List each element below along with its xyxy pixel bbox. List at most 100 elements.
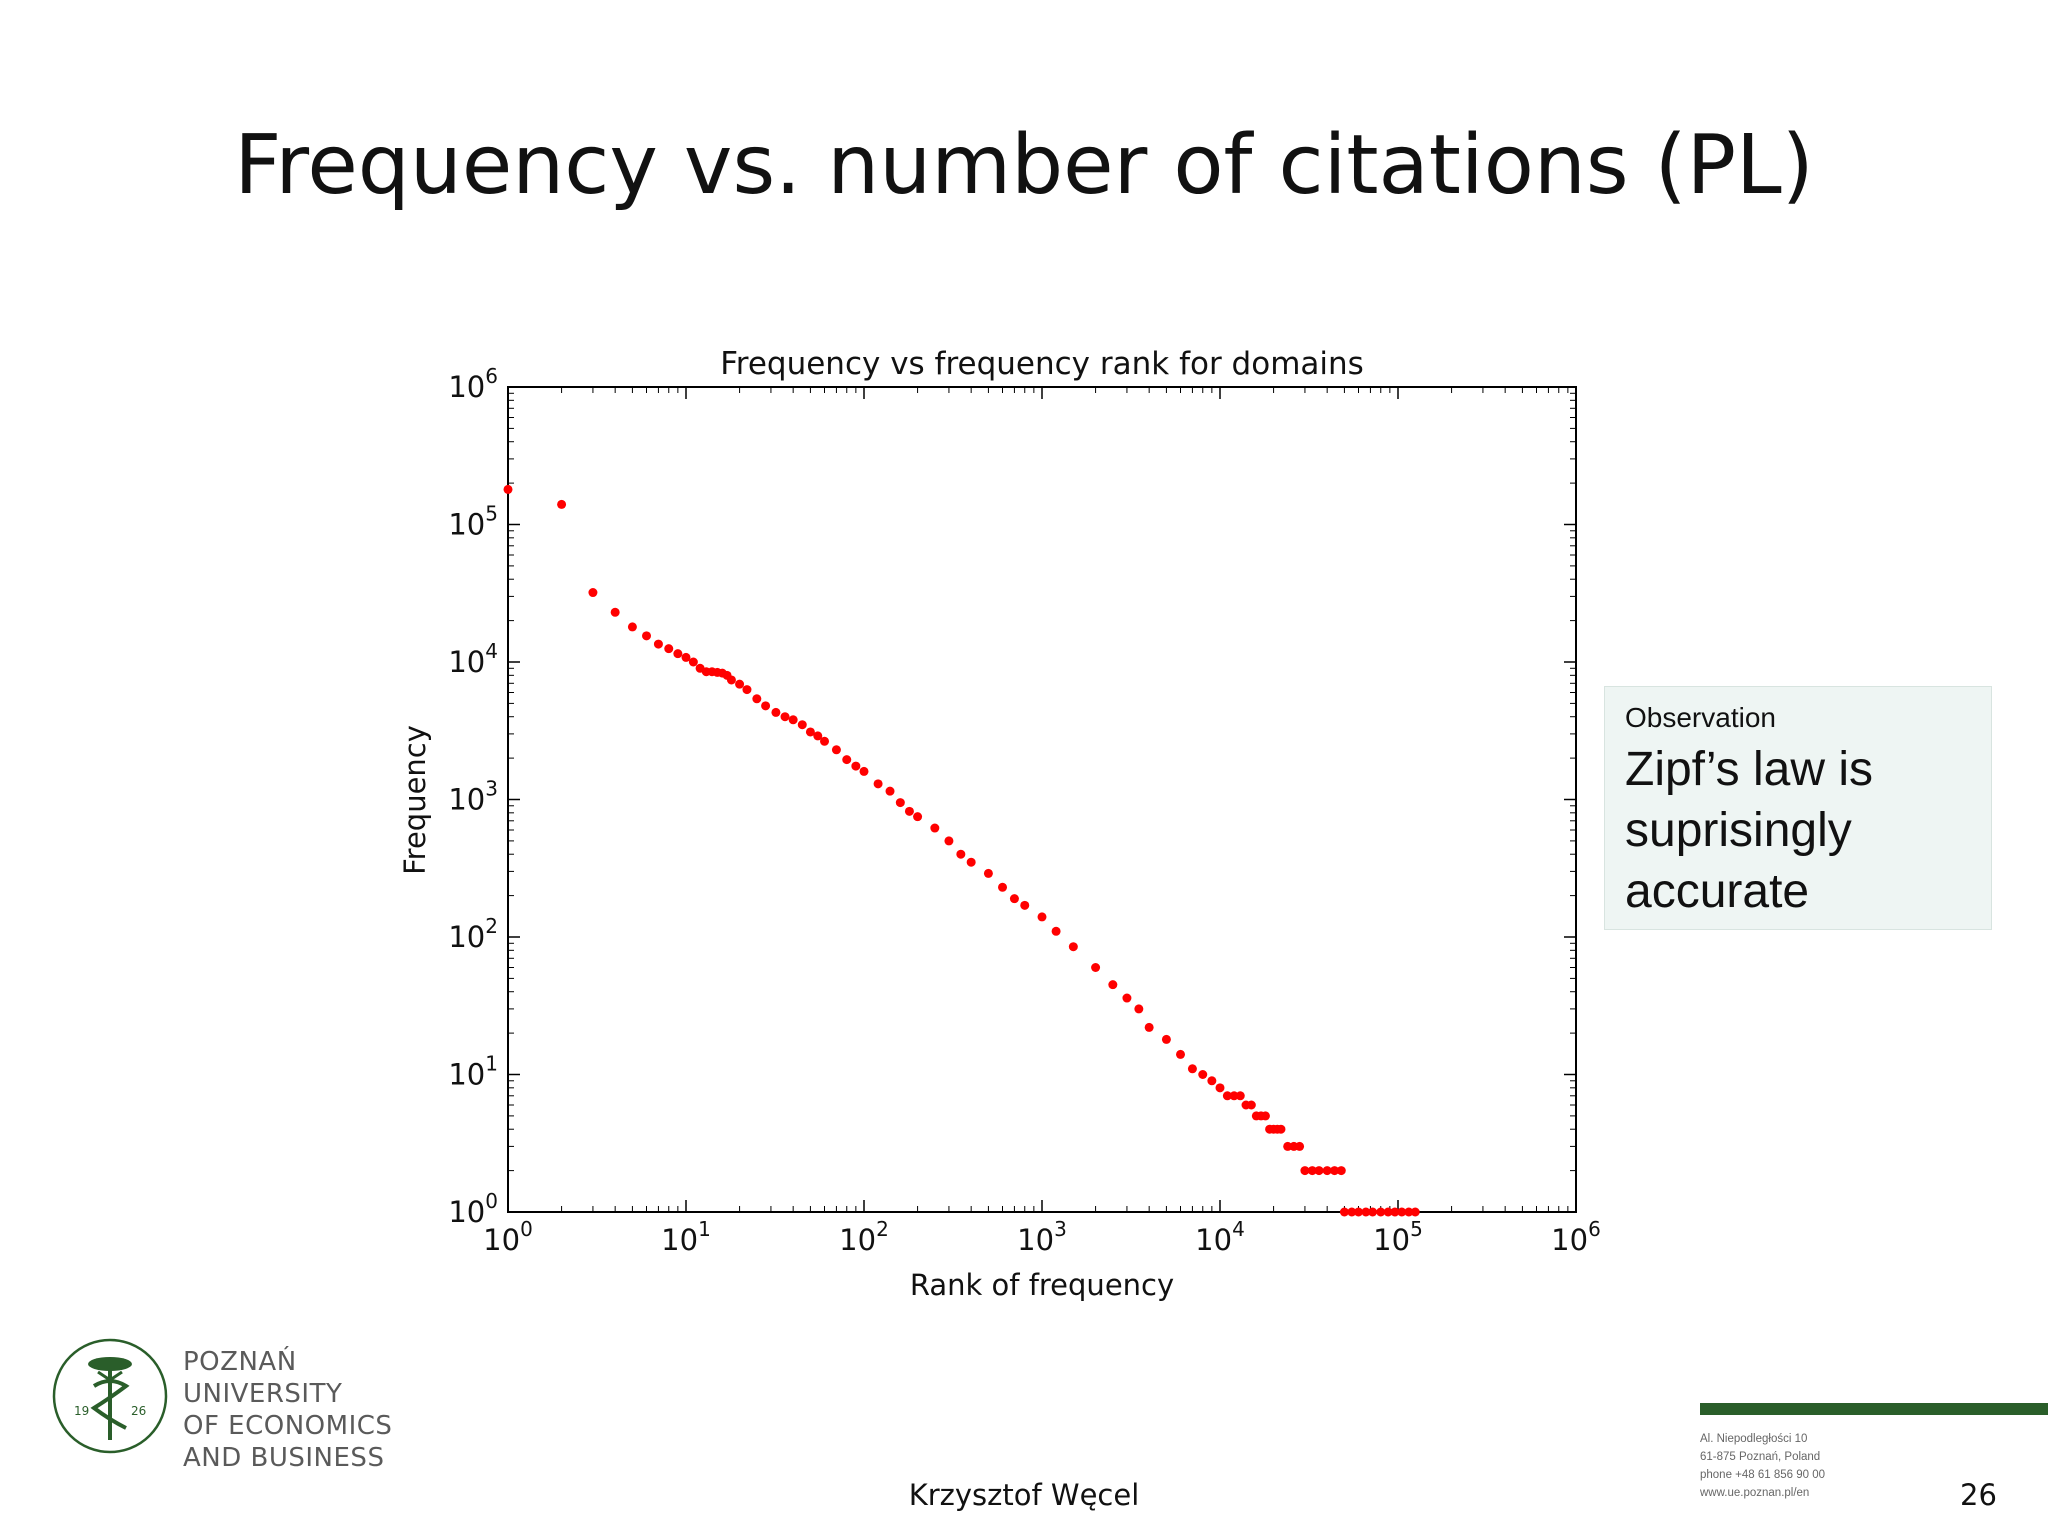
x-tick-label: 104	[1195, 1217, 1245, 1257]
plot-frame	[507, 386, 1577, 1213]
slide-title: Frequency vs. number of citations (PL)	[234, 118, 1814, 213]
x-tick-label: 100	[483, 1217, 533, 1257]
data-point	[752, 694, 762, 704]
data-point	[1404, 1207, 1414, 1217]
data-point	[627, 622, 637, 632]
data-point	[780, 712, 790, 722]
address-block: Al. Niepodległości 10 61-875 Poznań, Pol…	[1700, 1430, 1825, 1502]
data-point	[1376, 1207, 1386, 1217]
data-point	[813, 731, 823, 741]
data-point	[913, 812, 923, 822]
data-point	[1235, 1091, 1245, 1101]
data-point	[956, 849, 966, 859]
data-point	[1134, 1004, 1144, 1014]
x-tick-label: 102	[839, 1217, 889, 1257]
data-point	[1300, 1166, 1310, 1176]
data-point	[742, 685, 752, 695]
data-point	[664, 644, 674, 654]
data-point	[1347, 1207, 1357, 1217]
data-point	[1307, 1166, 1317, 1176]
data-point	[930, 823, 940, 833]
data-point	[1068, 942, 1078, 952]
data-point	[1144, 1022, 1154, 1032]
seal-year-left: 19	[74, 1404, 89, 1418]
data-point	[904, 806, 914, 816]
address-line2: 61-875 Poznań, Poland	[1700, 1451, 1821, 1463]
y-tick-label: 104	[448, 639, 498, 679]
data-point	[873, 779, 883, 789]
address-line3: phone +48 61 856 90 00	[1700, 1469, 1826, 1481]
data-point	[1176, 1049, 1186, 1059]
address-line4: www.ue.poznan.pl/en	[1700, 1487, 1810, 1499]
data-point	[1397, 1207, 1407, 1217]
data-point	[1009, 894, 1019, 904]
data-point	[1091, 963, 1101, 973]
y-tick-label: 102	[448, 914, 498, 954]
chart: Frequency vs frequency rank for domains …	[398, 346, 1601, 1302]
data-point	[681, 652, 691, 662]
data-point	[1368, 1207, 1378, 1217]
data-point	[1108, 980, 1118, 990]
university-name: POZNAŃ UNIVERSITY OF ECONOMICS AND BUSIN…	[183, 1346, 450, 1474]
data-point	[1020, 900, 1030, 910]
page-number: 26	[1960, 1478, 1997, 1512]
observation-box: Observation Zipf’s law is suprisingly ac…	[1604, 686, 1992, 930]
data-point	[966, 857, 976, 867]
data-point	[944, 836, 954, 846]
y-tick-label: 100	[448, 1189, 498, 1229]
x-tick-label: 106	[1551, 1217, 1601, 1257]
data-points	[503, 484, 1420, 1217]
y-axis-label: Frequency	[398, 725, 432, 875]
data-point	[1410, 1207, 1420, 1217]
data-point	[1122, 993, 1132, 1003]
data-point	[805, 727, 815, 737]
x-axis-label: Rank of frequency	[910, 1268, 1174, 1302]
data-point	[1207, 1076, 1217, 1086]
data-point	[503, 484, 513, 494]
data-point	[735, 679, 745, 689]
data-point	[788, 715, 798, 725]
data-point	[842, 755, 852, 765]
data-point	[820, 736, 830, 746]
y-tick-label: 101	[448, 1052, 498, 1092]
footer-author: Krzysztof Węcel	[908, 1478, 1140, 1512]
data-point	[851, 761, 861, 771]
data-point	[726, 675, 736, 685]
data-point	[1336, 1166, 1346, 1176]
data-point	[1051, 926, 1061, 936]
data-point	[1246, 1100, 1256, 1110]
y-tick-label: 103	[448, 777, 498, 817]
data-point	[1198, 1070, 1208, 1079]
data-point	[797, 720, 807, 730]
data-point	[642, 631, 652, 641]
data-point	[1354, 1207, 1364, 1217]
university-name-line3: AND BUSINESS	[183, 1443, 385, 1473]
data-point	[1330, 1166, 1340, 1176]
data-point	[1390, 1207, 1400, 1217]
data-point	[1260, 1111, 1270, 1121]
data-point	[771, 707, 781, 717]
brand-bar	[1700, 1403, 2048, 1415]
data-point	[1314, 1166, 1324, 1176]
university-name-line1: POZNAŃ UNIVERSITY	[183, 1347, 343, 1409]
data-point	[653, 639, 663, 649]
data-point	[1361, 1207, 1371, 1217]
x-tick-label: 101	[661, 1217, 711, 1257]
observation-text: Zipf’s law is suprisingly accurate	[1625, 742, 1874, 918]
data-point	[1295, 1141, 1305, 1151]
data-point	[1187, 1064, 1197, 1074]
observation-heading: Observation	[1625, 702, 1776, 733]
data-point	[557, 499, 567, 509]
data-point	[1276, 1124, 1286, 1134]
university-name-line2: OF ECONOMICS	[183, 1411, 393, 1441]
x-tick-label: 103	[1017, 1217, 1067, 1257]
data-point	[1322, 1166, 1332, 1176]
data-point	[610, 607, 620, 617]
seal-year-right: 26	[131, 1404, 146, 1418]
data-point	[673, 649, 683, 659]
data-point	[688, 657, 698, 667]
data-point	[895, 798, 905, 808]
y-tick-label: 106	[448, 364, 498, 404]
data-point	[831, 745, 841, 755]
chart-title: Frequency vs frequency rank for domains	[720, 346, 1364, 382]
